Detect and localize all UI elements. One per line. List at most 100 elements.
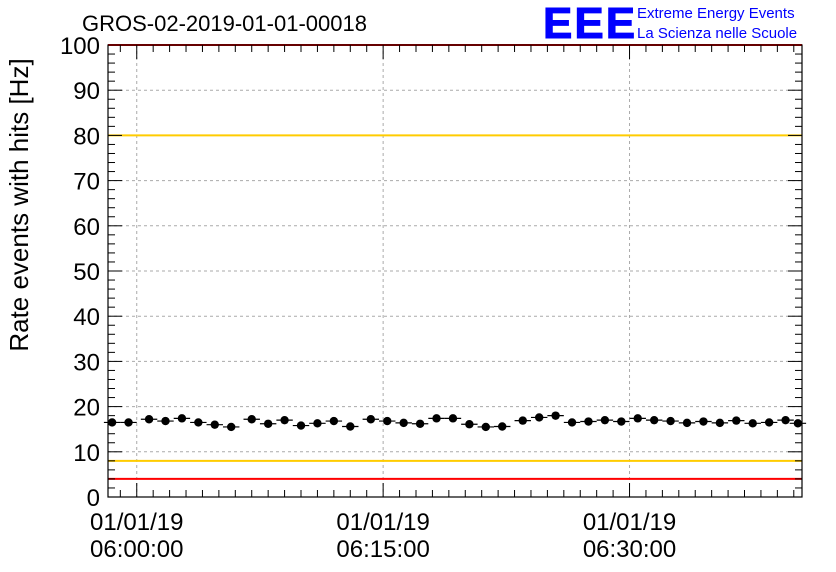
- data-marker: [551, 411, 560, 420]
- data-marker: [600, 415, 610, 425]
- data-marker: [346, 422, 355, 431]
- logo-line-1: Extreme Energy Events: [637, 5, 795, 22]
- data-marker: [715, 418, 725, 428]
- y-tick-label: 60: [73, 214, 100, 241]
- data-marker: [280, 415, 289, 425]
- data-marker: [247, 415, 256, 424]
- data-point: [678, 418, 696, 428]
- data-marker: [617, 417, 626, 426]
- data-marker: [748, 419, 757, 428]
- data-point: [530, 413, 548, 422]
- data-point: [477, 422, 495, 432]
- data-marker: [649, 415, 659, 425]
- data-point: [444, 414, 462, 423]
- data-point: [547, 411, 564, 420]
- data-marker: [781, 415, 790, 425]
- y-tick-label: 10: [73, 440, 100, 467]
- data-marker: [682, 418, 692, 428]
- data-marker: [415, 419, 425, 428]
- data-point: [744, 419, 761, 428]
- data-marker: [732, 416, 741, 425]
- data-marker: [567, 418, 577, 427]
- data-point: [695, 417, 712, 426]
- data-marker: [313, 419, 322, 428]
- data-point: [411, 419, 429, 428]
- data-marker: [793, 419, 803, 428]
- data-point: [276, 415, 293, 425]
- data-point: [596, 415, 614, 425]
- data-marker: [764, 418, 774, 427]
- data-point: [494, 422, 511, 431]
- data-point: [629, 414, 646, 423]
- eee-logo-letters: EEE: [543, 0, 637, 48]
- data-point: [120, 418, 137, 427]
- data-marker: [399, 418, 408, 428]
- data-marker: [448, 414, 458, 423]
- data-point: [613, 417, 630, 426]
- chart-title: GROS-02-2019-01-01-00018: [82, 11, 367, 36]
- data-point: [662, 416, 679, 426]
- data-point: [563, 418, 581, 427]
- data-point: [395, 418, 412, 428]
- data-point: [292, 421, 310, 430]
- data-marker: [666, 416, 675, 426]
- data-point: [140, 415, 158, 424]
- x-tick-time: 06:00:00: [90, 536, 183, 563]
- eee-logo: EEE Extreme Energy Events La Scienza nel…: [543, 0, 798, 49]
- data-marker: [177, 414, 187, 423]
- data-marker: [296, 421, 306, 430]
- y-tick-label: 20: [73, 395, 100, 422]
- data-point: [259, 419, 277, 428]
- data-marker: [329, 416, 339, 426]
- y-tick-label: 30: [73, 349, 100, 376]
- data-point: [379, 416, 396, 426]
- data-marker: [633, 414, 642, 423]
- y-tick-label: 90: [73, 78, 100, 105]
- y-tick-label: 0: [87, 485, 100, 512]
- x-tick-time: 06:30:00: [583, 536, 676, 563]
- data-point: [190, 418, 207, 427]
- data-marker: [465, 420, 474, 429]
- data-point: [461, 420, 478, 429]
- x-tick-time: 06:15:00: [336, 536, 429, 563]
- data-marker: [107, 418, 117, 427]
- data-point: [157, 416, 174, 426]
- data-point: [777, 415, 794, 425]
- data-marker: [124, 418, 133, 427]
- y-tick-label: 100: [60, 33, 100, 60]
- x-tick-date: 01/01/19: [583, 509, 676, 536]
- data-marker: [481, 422, 490, 432]
- data-marker: [584, 417, 593, 426]
- grid-lines: [108, 45, 802, 497]
- data-marker: [194, 418, 203, 427]
- data-marker: [226, 422, 236, 432]
- data-point: [645, 415, 663, 425]
- data-point: [580, 417, 597, 426]
- data-marker: [161, 416, 170, 426]
- y-tick-label: 40: [73, 304, 100, 331]
- data-point: [325, 416, 343, 426]
- data-marker: [518, 416, 527, 425]
- data-marker: [144, 415, 154, 424]
- data-point: [342, 422, 359, 431]
- data-marker: [498, 422, 507, 431]
- data-marker: [534, 413, 544, 422]
- data-point: [309, 419, 326, 428]
- data-point: [711, 418, 729, 428]
- data-point: [243, 415, 260, 424]
- data-marker: [366, 415, 376, 424]
- y-axis-label: Rate events with hits [Hz]: [4, 58, 34, 351]
- data-marker: [699, 417, 708, 426]
- data-point: [728, 416, 745, 425]
- data-point: [760, 418, 778, 427]
- y-tick-label: 70: [73, 169, 100, 196]
- y-tick-label: 50: [73, 259, 100, 286]
- data-point: [428, 414, 445, 423]
- x-tick-date: 01/01/19: [336, 509, 429, 536]
- data-marker: [263, 419, 273, 428]
- data-point: [222, 422, 240, 432]
- data-point: [362, 415, 380, 424]
- data-point: [514, 416, 531, 425]
